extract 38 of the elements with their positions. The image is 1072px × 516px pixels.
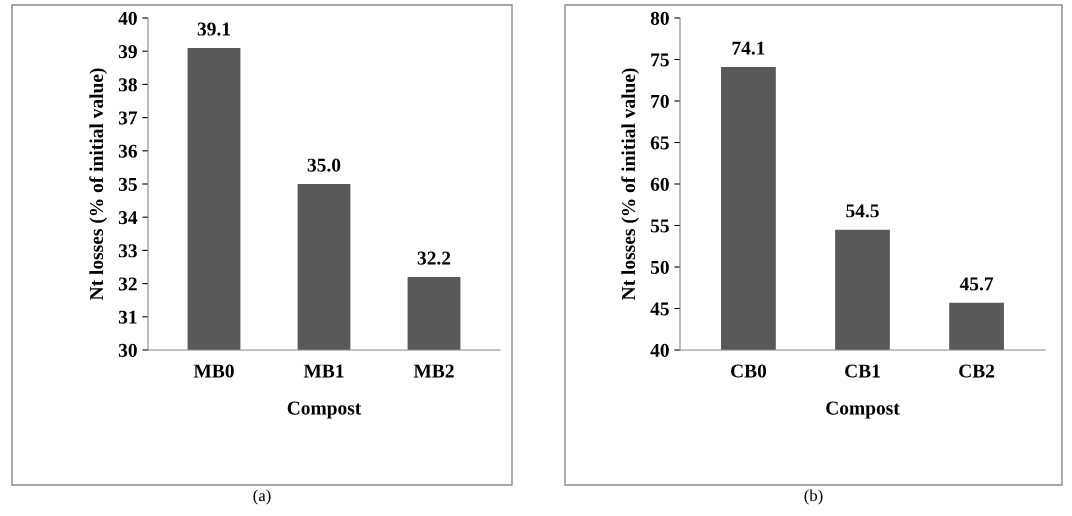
- x-tick-label: MB0: [193, 364, 234, 378]
- x-tick-label: CB1: [845, 364, 880, 378]
- y-tick-label: 60: [650, 177, 669, 191]
- y-tick-label: 75: [651, 53, 669, 67]
- y-tick-label: 80: [650, 11, 669, 25]
- y-tick-label: 37: [118, 111, 138, 125]
- data-label: 39.1: [197, 22, 231, 36]
- text: (a): [253, 489, 271, 505]
- y-tick-label: 50: [650, 260, 669, 274]
- y-tick-label: 33: [118, 244, 137, 258]
- y-tick-label: 45: [650, 302, 669, 316]
- y-tick-label: 34: [118, 211, 138, 225]
- y-tick-label: 35: [118, 177, 137, 191]
- data-label: 54.5: [846, 204, 879, 218]
- data-label: 45.7: [959, 277, 994, 291]
- x-tick-label: MB1: [303, 364, 344, 378]
- y-tick-label: 55: [650, 219, 669, 233]
- y-tick-label: 70: [651, 94, 669, 108]
- x-axis-title: Compost: [287, 401, 362, 419]
- y-axis-title: Nt losses (% of initial value): [621, 68, 640, 301]
- y-tick-label: 40: [118, 11, 137, 25]
- x-tick-label: CB2: [959, 364, 995, 378]
- y-tick-label: 40: [650, 343, 669, 357]
- y-tick-label: 38: [118, 78, 137, 92]
- data-label: 35.0: [307, 158, 341, 172]
- y-tick-label: 36: [118, 144, 138, 158]
- x-tick-label: CB0: [731, 364, 767, 378]
- x-tick-label: MB2: [413, 364, 454, 378]
- y-tick-label: 39: [118, 45, 137, 59]
- y-tick-label: 32: [118, 277, 137, 291]
- y-tick-label: 65: [650, 136, 669, 150]
- data-label: 32.2: [417, 251, 451, 265]
- x-axis-title: Compost: [826, 401, 900, 419]
- y-tick-label: 31: [118, 310, 137, 324]
- y-axis-title: Nt losses (% of initial value): [89, 68, 108, 301]
- text: (b): [804, 489, 823, 505]
- data-label: 74.1: [732, 41, 765, 55]
- y-tick-label: 30: [118, 343, 137, 357]
